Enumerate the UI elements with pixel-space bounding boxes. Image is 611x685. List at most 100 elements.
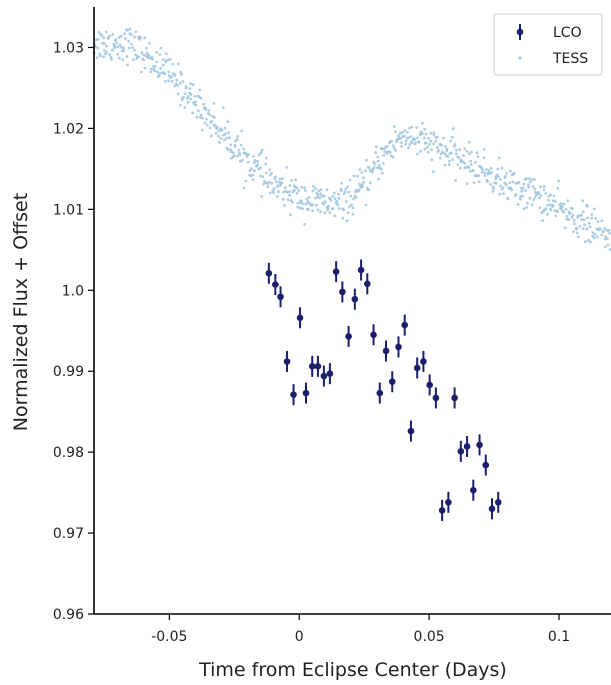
tess-point <box>585 227 589 231</box>
tess-point <box>307 207 310 211</box>
tess-point <box>588 225 592 229</box>
tess-point <box>429 131 433 135</box>
tess-point <box>567 218 571 222</box>
tess-point <box>270 181 274 185</box>
tess-point <box>590 213 594 217</box>
tess-point <box>189 82 193 86</box>
tess-point <box>198 88 202 92</box>
tess-point <box>494 181 498 185</box>
tess-point <box>117 36 121 39</box>
tess-point <box>167 70 171 74</box>
tess-point <box>414 142 417 145</box>
tess-point <box>108 53 112 57</box>
tess-point <box>331 207 335 211</box>
lco-point <box>364 273 371 295</box>
tess-point <box>253 161 256 165</box>
lco-point <box>388 371 396 393</box>
lco-marker <box>357 266 365 274</box>
tess-point <box>343 190 347 194</box>
tess-point <box>191 111 195 115</box>
tess-point <box>476 155 480 159</box>
tess-point <box>538 196 541 200</box>
lco-point <box>290 384 297 406</box>
lco-marker <box>426 381 433 389</box>
tess-point <box>213 116 216 119</box>
tess-point <box>400 145 403 148</box>
tess-point <box>346 211 350 215</box>
lco-point <box>470 479 477 501</box>
tess-point <box>199 113 203 117</box>
tess-point <box>181 80 185 83</box>
tess-point <box>327 204 330 208</box>
tess-point <box>401 130 405 134</box>
tess-point <box>301 202 305 206</box>
tess-point <box>132 58 135 61</box>
tess-point <box>147 53 151 57</box>
tess-point <box>374 145 378 149</box>
tess-point <box>565 214 569 218</box>
tess-point <box>581 199 585 203</box>
tess-point <box>502 192 505 196</box>
lco-marker <box>302 389 310 397</box>
lco-marker <box>451 394 458 402</box>
tess-point <box>367 188 371 192</box>
tess-point <box>155 70 159 74</box>
lco-marker <box>438 507 446 514</box>
tess-point <box>571 213 575 217</box>
tess-point <box>288 190 291 194</box>
tess-point <box>376 155 380 159</box>
tess-point <box>513 171 516 175</box>
tess-point <box>249 167 253 171</box>
tess-point <box>546 213 549 216</box>
tess-point <box>584 240 587 244</box>
tess-point <box>563 226 567 230</box>
tess-point <box>499 178 502 181</box>
tess-point <box>534 193 538 197</box>
tess-point <box>528 180 532 184</box>
lco-marker <box>407 427 415 435</box>
tess-point <box>521 186 525 190</box>
tess-point <box>458 166 462 170</box>
tess-point <box>547 198 550 202</box>
lco-marker <box>413 364 421 372</box>
lco-point <box>482 454 490 476</box>
tess-point <box>204 108 207 111</box>
lco-marker <box>382 347 390 355</box>
tess-point <box>111 33 115 36</box>
tess-point <box>592 207 596 211</box>
tess-point <box>171 62 175 66</box>
tess-point <box>447 163 451 167</box>
tess-point <box>188 87 192 90</box>
tess-point <box>519 194 522 198</box>
tess-point <box>416 152 419 156</box>
tess-point <box>130 42 133 46</box>
tess-point <box>467 166 471 170</box>
tess-point <box>288 184 292 187</box>
tess-point <box>183 92 187 96</box>
tess-point <box>376 166 379 170</box>
tess-point <box>173 84 177 88</box>
tess-point <box>456 163 460 167</box>
tess-point <box>322 194 326 198</box>
tess-point <box>483 171 487 175</box>
tess-point <box>127 39 130 43</box>
tess-point <box>283 186 287 190</box>
lco-marker <box>332 268 340 275</box>
tess-point <box>214 131 218 135</box>
tess-point <box>275 180 278 184</box>
legend: LCO TESS <box>493 13 603 76</box>
tess-point <box>450 135 454 139</box>
tess-point <box>395 140 398 144</box>
tess-point <box>409 135 413 139</box>
tess-point <box>454 148 458 152</box>
tess-point <box>514 193 518 196</box>
tess-point <box>304 189 307 193</box>
tess-point <box>548 203 552 207</box>
tess-point <box>208 126 212 130</box>
tess-point <box>278 177 282 181</box>
tess-point <box>322 202 326 206</box>
tess-point <box>332 191 336 195</box>
tess-point <box>582 218 586 222</box>
tess-point <box>469 169 472 173</box>
tess-point <box>367 166 371 170</box>
